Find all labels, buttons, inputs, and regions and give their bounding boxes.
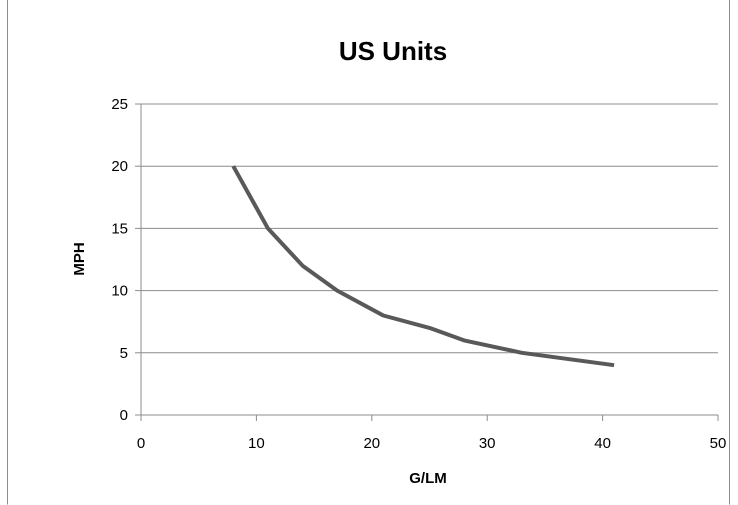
data-point — [301, 264, 305, 268]
data-point — [428, 326, 432, 330]
data-point — [231, 164, 235, 168]
data-point — [266, 226, 270, 230]
line-chart: US Units 0 5 10 15 20 25 0 10 20 30 40 50 G/LM MPH — [71, 36, 726, 487]
y-axis-title: MPH — [71, 242, 88, 275]
y-tick-label: 0 — [120, 407, 128, 424]
x-tick-label: 50 — [710, 435, 727, 452]
x-tick-label: 10 — [248, 435, 265, 452]
data-point — [612, 363, 616, 367]
series-layer — [231, 164, 616, 368]
x-tick-label: 30 — [479, 435, 496, 452]
x-tick-label: 0 — [137, 435, 145, 452]
x-tick-label: 40 — [594, 435, 611, 452]
series-line-0 — [231, 165, 615, 368]
tick-labels: 0 5 10 15 20 25 0 10 20 30 40 50 — [111, 96, 726, 452]
data-point — [462, 338, 466, 342]
axes — [135, 103, 719, 421]
y-tick-label: 10 — [111, 283, 128, 300]
x-axis-title: G/LM — [409, 470, 447, 487]
y-tick-label: 20 — [111, 158, 128, 175]
gridlines — [141, 103, 718, 354]
chart-area: US Units 0 5 10 15 20 25 0 10 20 30 40 50 G/LM MPH — [7, 0, 730, 505]
y-tick-label: 25 — [111, 96, 128, 113]
chart-title: US Units — [339, 36, 447, 66]
data-point — [520, 351, 524, 355]
x-tick-label: 20 — [363, 435, 380, 452]
y-tick-label: 15 — [111, 220, 128, 237]
data-point — [335, 289, 339, 293]
data-point — [381, 313, 385, 317]
y-tick-label: 5 — [120, 345, 128, 362]
